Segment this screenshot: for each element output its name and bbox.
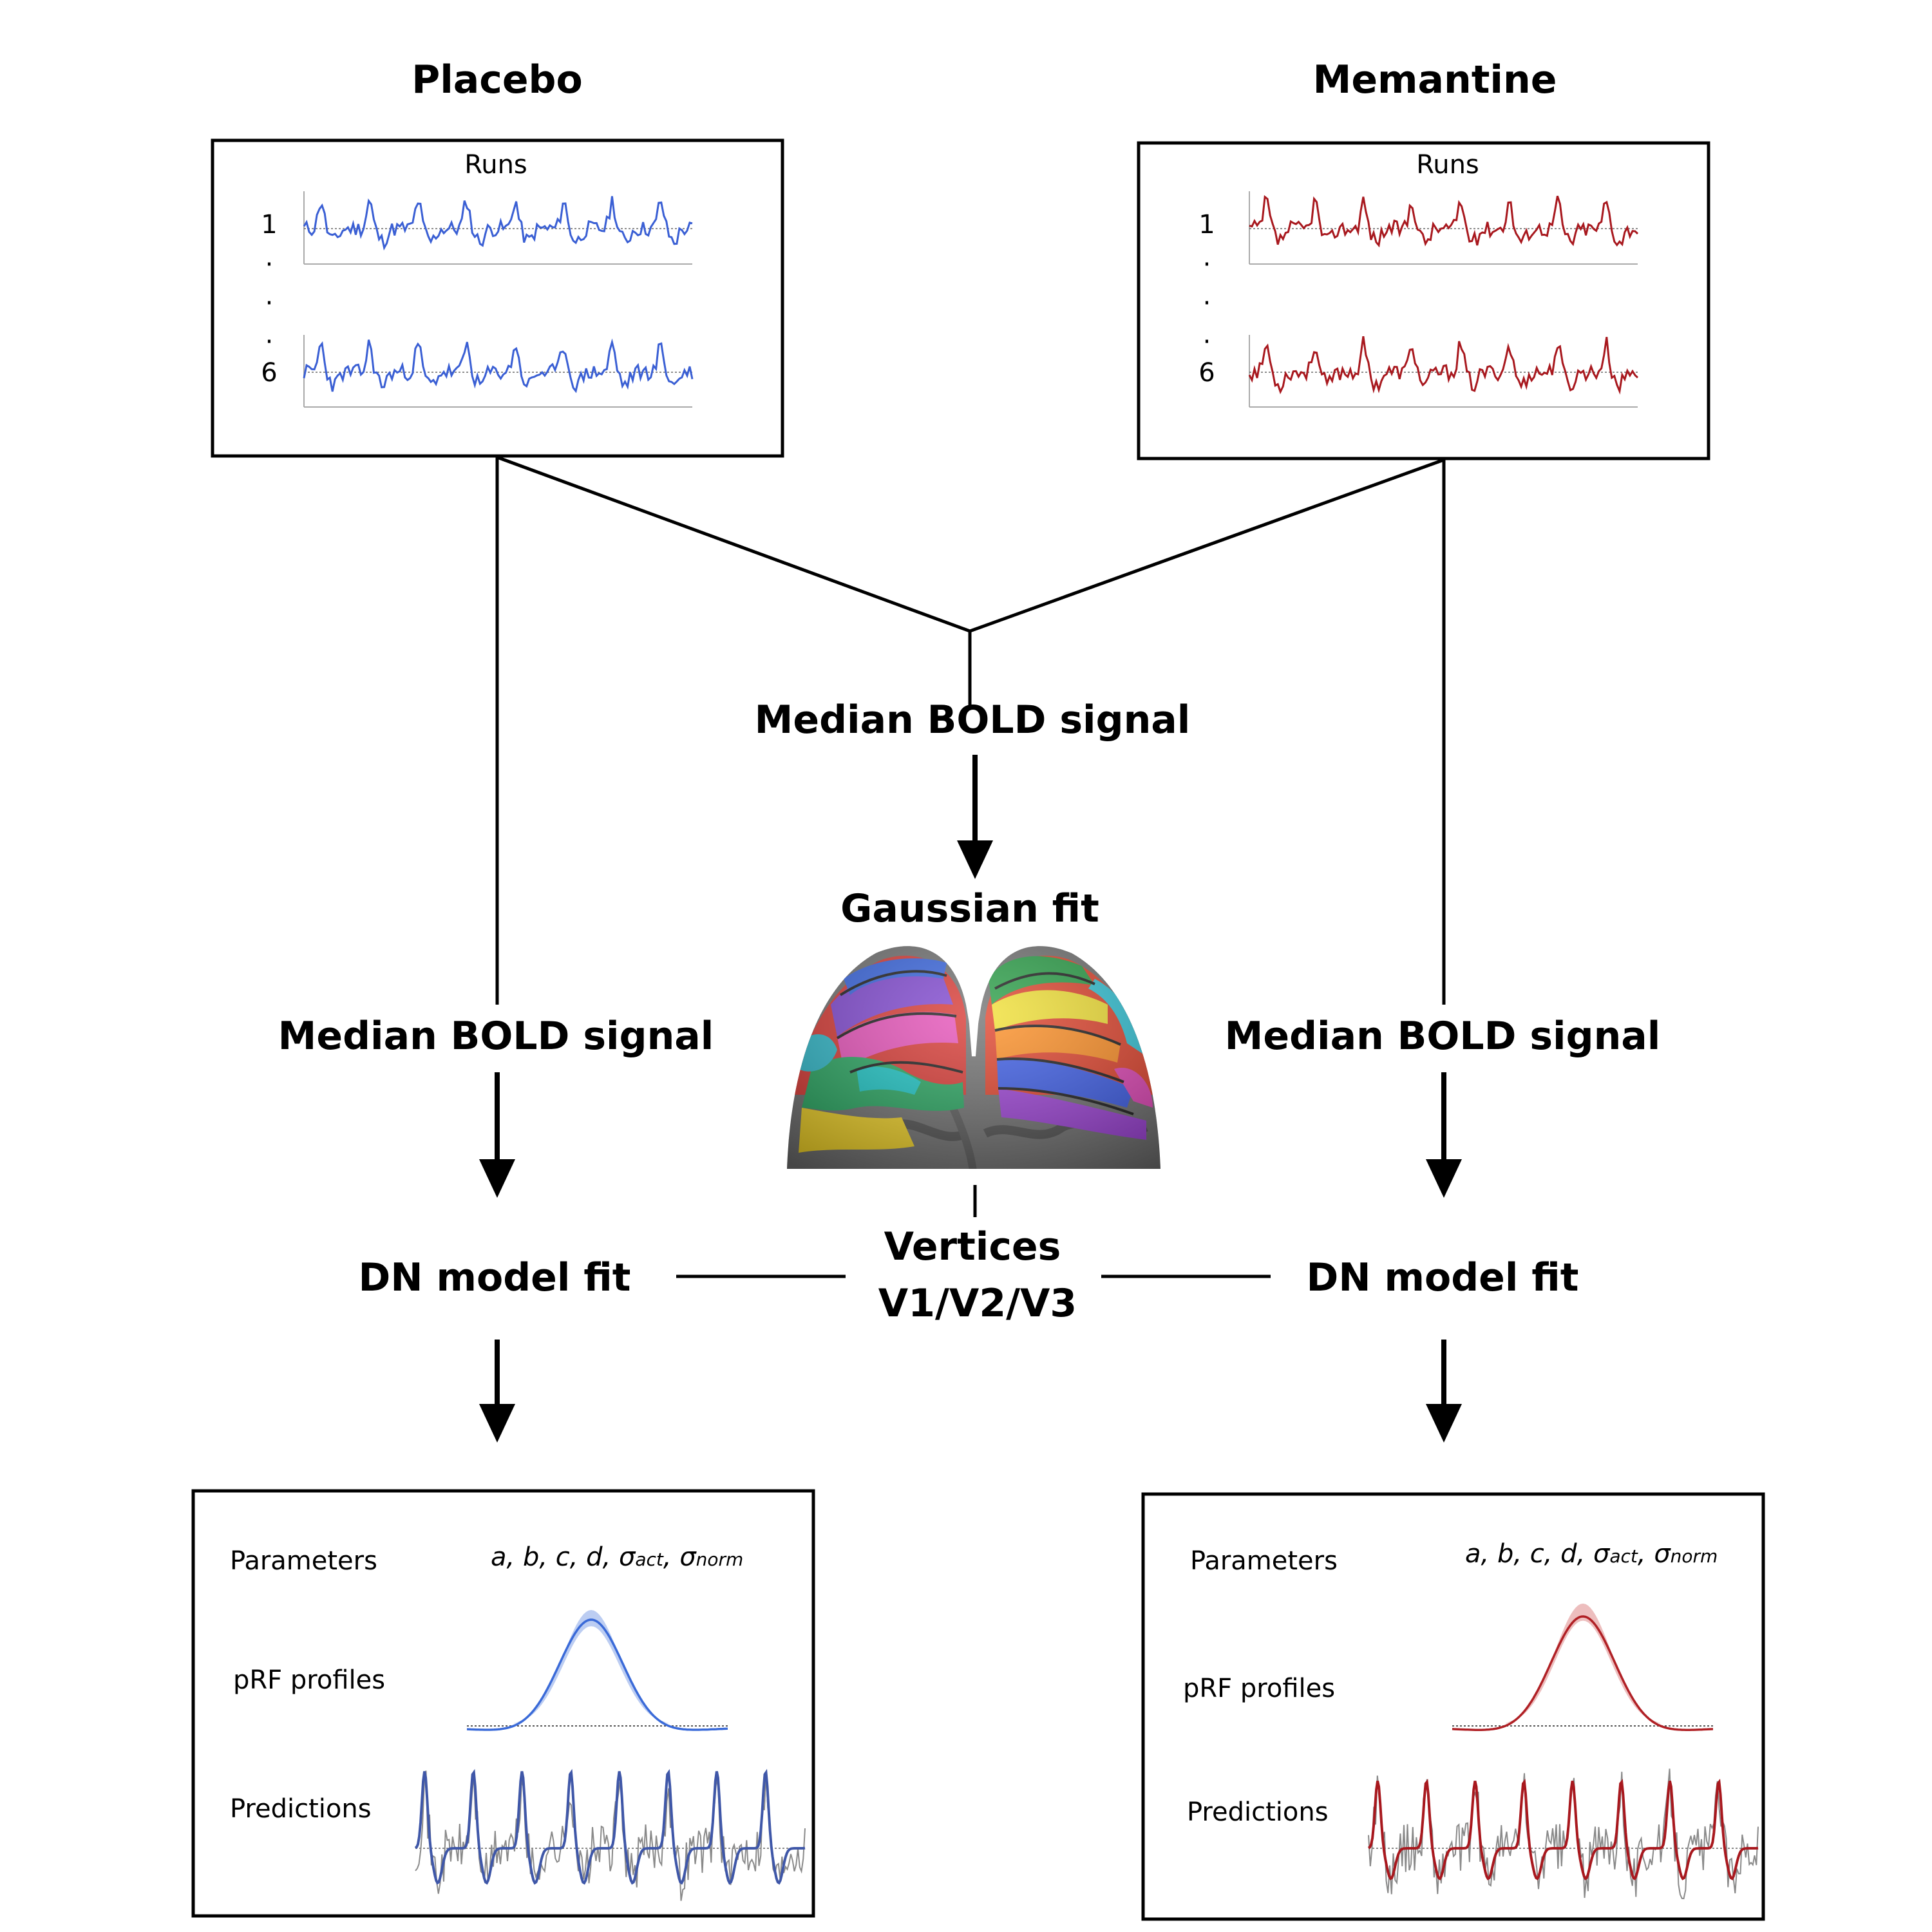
memantine-median-bold-label: Median BOLD signal [1224, 1014, 1661, 1059]
placebo-run-6-trace [303, 335, 694, 408]
memantine-run-label-first: 1 [1198, 210, 1215, 240]
memantine-results-box [1141, 1492, 1765, 1921]
placebo-parameters-label: Parameters [230, 1546, 377, 1576]
placebo-prf-profiles-label: pRF profiles [233, 1665, 386, 1695]
placebo-title: Placebo [412, 57, 583, 102]
placebo-parameter-list: a, b, c, d, σact, σnorm [491, 1542, 744, 1572]
memantine-runs-box [1137, 141, 1710, 460]
memantine-run-label-last: 6 [1198, 358, 1215, 388]
memantine-parameter-list: a, b, c, d, σact, σnorm [1465, 1539, 1718, 1569]
placebo-runs-header: Runs [464, 150, 527, 180]
param-sub-norm: norm [1670, 1546, 1718, 1567]
placebo-run-label-last: 6 [261, 358, 278, 388]
placebo-dn-fit-label: DN model fit [358, 1255, 631, 1300]
memantine-runs-header: Runs [1416, 150, 1479, 180]
memantine-parameters-label: Parameters [1190, 1546, 1338, 1576]
placebo-runs-box [211, 138, 784, 458]
placebo-run-dot: · [265, 327, 274, 357]
param-sub-act: act [635, 1549, 663, 1570]
memantine-prf-profile-curve [1452, 1604, 1714, 1731]
arrow-down-icon [957, 755, 993, 879]
placebo-predictions-label: Predictions [230, 1794, 372, 1824]
memantine-run-1-trace [1249, 191, 1639, 265]
placebo-run-label-first: 1 [261, 210, 278, 240]
placebo-median-bold-label: Median BOLD signal [278, 1014, 714, 1059]
placebo-run-dot: · [265, 250, 274, 279]
arrow-down-icon [1426, 1340, 1462, 1443]
vertices-areas-label: V1/V2/V3 [878, 1281, 1077, 1326]
memantine-run-dot: · [1202, 250, 1211, 279]
placebo-prf-profile-curve [466, 1610, 728, 1731]
memantine-run-6-trace [1248, 335, 1639, 408]
memantine-run-dot: · [1202, 327, 1211, 357]
arrow-down-icon [479, 1340, 515, 1443]
memantine-title: Memantine [1312, 57, 1557, 102]
placebo-run-1-trace [303, 191, 693, 265]
memantine-predictions-label: Predictions [1187, 1797, 1329, 1827]
placebo-predictions-plot [414, 1768, 806, 1901]
placebo-run-dot: · [265, 289, 274, 318]
memantine-dn-fit-label: DN model fit [1306, 1255, 1579, 1300]
memantine-prf-profiles-label: pRF profiles [1183, 1674, 1336, 1703]
memantine-run-dot: · [1202, 289, 1211, 318]
arrow-down-icon [479, 1072, 515, 1198]
param-sub-norm: norm [696, 1549, 744, 1570]
center-median-bold-label: Median BOLD signal [754, 697, 1191, 743]
brain-surface-map-image [787, 946, 1160, 1169]
param-symbols: a, b, c, d, σ [491, 1542, 636, 1572]
vertices-label: Vertices [884, 1224, 1061, 1269]
param-symbols: a, b, c, d, σ [1465, 1539, 1610, 1569]
arrow-down-icon [1426, 1072, 1462, 1198]
param-sub-act: act [1609, 1546, 1638, 1567]
connector-lines [495, 455, 1446, 1278]
gaussian-fit-label: Gaussian fit [840, 886, 1099, 931]
memantine-predictions-plot [1367, 1768, 1759, 1900]
placebo-results-box [191, 1489, 815, 1918]
